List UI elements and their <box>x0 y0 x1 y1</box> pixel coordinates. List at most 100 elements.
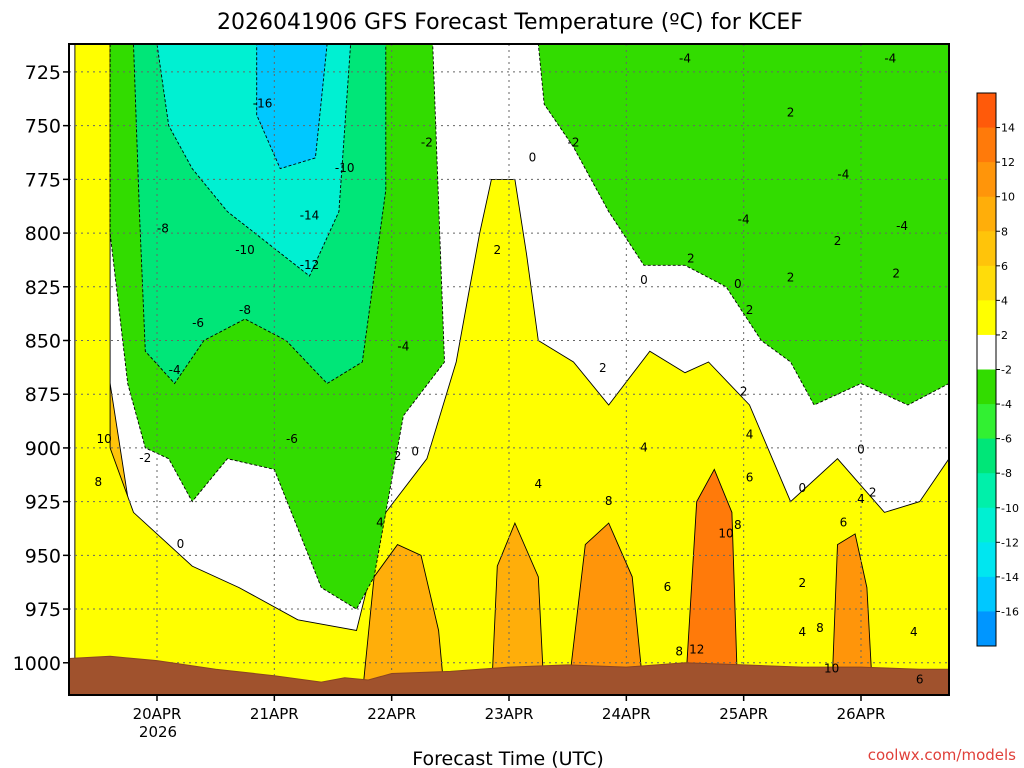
contour-label: 8 <box>95 475 103 489</box>
colorbar-label: 12 <box>1001 156 1015 169</box>
contour-label: -2 <box>139 451 151 465</box>
colorbar-swatch <box>977 196 996 232</box>
contour-label: -8 <box>239 303 251 317</box>
colorbar-swatch <box>977 611 996 647</box>
contour-label: 2 <box>599 361 607 375</box>
credit-text: coolwx.com/models <box>868 746 1016 764</box>
contour-label: -4 <box>896 219 908 233</box>
colorbar-swatch <box>977 473 996 509</box>
y-tick-label: 725 <box>25 62 61 84</box>
contour-label: 4 <box>640 440 648 454</box>
colorbar-swatch <box>977 334 996 370</box>
contour-label: -4 <box>738 213 750 227</box>
colorbar-label: 14 <box>1001 122 1015 135</box>
colorbar-label: -6 <box>1001 433 1012 446</box>
y-tick-label: 825 <box>25 277 61 299</box>
contour-label: -4 <box>169 363 181 377</box>
x-tick-label: 25APR <box>719 705 768 723</box>
contour-label: 10 <box>718 526 733 540</box>
contour-label: 2 <box>493 243 501 257</box>
colorbar-label: -2 <box>1001 364 1012 377</box>
colorbar-label: 8 <box>1001 225 1008 238</box>
contour-label: 6 <box>746 471 754 485</box>
colorbar-label: -16 <box>1001 605 1019 618</box>
contour-label: 2 <box>799 576 807 590</box>
temperature-region-warm-core-25 <box>684 468 739 695</box>
contour-label: 4 <box>535 477 543 491</box>
y-tick-label: 875 <box>25 384 61 406</box>
temperature-region-warm-core-23 <box>490 521 545 695</box>
contour-label: 2 <box>787 271 795 285</box>
x-tick-label: 24APR <box>602 705 651 723</box>
colorbar-swatch <box>977 369 996 405</box>
colorbar-swatch <box>977 265 996 301</box>
x-tick-label: 26APR <box>837 705 886 723</box>
contour-label: -12 <box>300 258 320 272</box>
contour-label: 8 <box>605 494 613 508</box>
contour-label: 2 <box>394 449 402 463</box>
x-tick-label: 23APR <box>485 705 534 723</box>
contour-label: 8 <box>675 645 683 659</box>
x-axis: 20APR 21APR 22APR 23APR 24APR 25APR 26APR <box>133 695 886 723</box>
colorbar-swatch <box>977 404 996 440</box>
colorbar-label: -4 <box>1001 398 1012 411</box>
contour-label: 12 <box>689 642 704 656</box>
contour-label: 2 <box>740 385 748 399</box>
contour-label: 6 <box>664 580 672 594</box>
contour-label: 4 <box>376 516 384 530</box>
contour-label: 10 <box>824 662 839 676</box>
colorbar-label: -10 <box>1001 502 1019 515</box>
y-tick-label: 800 <box>25 223 61 245</box>
contour-label: 6 <box>916 672 924 686</box>
contour-label: -8 <box>157 221 169 235</box>
colorbar-label: 2 <box>1001 329 1008 342</box>
x-tick-label: 20APR <box>133 705 182 723</box>
colorbar-label: 4 <box>1001 294 1008 307</box>
contour-label: -10 <box>335 161 355 175</box>
colorbar-label: -12 <box>1001 536 1019 549</box>
contour-label: 0 <box>734 277 742 291</box>
contour-label: 8 <box>816 621 824 635</box>
contour-label: -14 <box>300 208 320 222</box>
contour-label: 0 <box>177 537 185 551</box>
colorbar-label: -8 <box>1001 467 1012 480</box>
contour-label: 6 <box>840 516 848 530</box>
colorbar-swatch <box>977 231 996 267</box>
contour-label: 0 <box>640 273 648 287</box>
x-axis-year-label: 2026 <box>139 723 177 741</box>
contour-label: 4 <box>746 428 754 442</box>
contour-label: -10 <box>235 243 255 257</box>
terrain-surface <box>69 655 949 695</box>
y-tick-label: 975 <box>25 599 61 621</box>
colorbar-swatch <box>977 93 996 129</box>
contour-label: 0 <box>857 443 865 457</box>
contour-label: 4 <box>910 625 918 639</box>
colorbar-legend: 14 12 10 8 6 4 2 -2 -4 -6 -8 -10 -12 -14 -16 <box>976 92 1019 647</box>
colorbar-swatch <box>977 438 996 474</box>
colorbar-label: 6 <box>1001 260 1008 273</box>
temperature-region-warm-core-22 <box>361 544 445 695</box>
contour-label: 8 <box>734 518 742 532</box>
contour-label: -4 <box>837 168 849 182</box>
contour-label: 0 <box>799 481 807 495</box>
contour-label: -2 <box>421 135 433 149</box>
y-tick-label: 950 <box>25 545 61 567</box>
contour-label: 2 <box>687 251 695 265</box>
y-tick-label: 775 <box>25 169 61 191</box>
contour-label: -6 <box>192 316 204 330</box>
contour-label: -4 <box>397 339 409 353</box>
y-tick-label: 750 <box>25 116 61 138</box>
y-tick-label: 1000 <box>13 653 61 675</box>
y-axis: 725 750 775 800 825 850 875 900 925 950 975 1000 <box>13 62 69 675</box>
colorbar-label: -14 <box>1001 571 1019 584</box>
contour-label: 2 <box>787 105 795 119</box>
contour-label: 0 <box>411 445 419 459</box>
y-tick-label: 925 <box>25 492 61 514</box>
contour-label: 2 <box>834 234 842 248</box>
colorbar-swatch <box>977 162 996 198</box>
colorbar-swatch <box>977 542 996 578</box>
colorbar-swatch <box>977 127 996 163</box>
x-tick-label: 21APR <box>250 705 299 723</box>
contour-label: 2 <box>869 486 877 500</box>
